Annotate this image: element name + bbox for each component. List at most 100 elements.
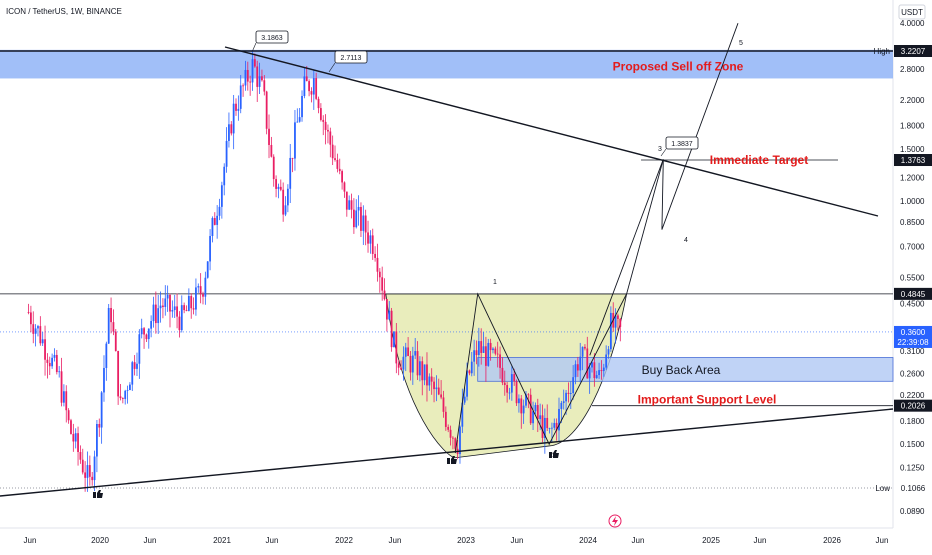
buy-back-zone: [477, 357, 894, 382]
current-badge: [894, 325, 932, 348]
candle-body: [178, 316, 181, 331]
sell-off-zone: [0, 49, 893, 79]
candle-body: [477, 341, 480, 356]
x-axis-ticks: Jun 2020 Jun 2021 Jun 2022 Jun 2023 Jun 2024 Jun 20…: [24, 536, 889, 545]
candle-body: [183, 305, 186, 311]
y-tick-label: 1.8000: [900, 122, 925, 131]
candle-body: [279, 186, 282, 190]
candle-body: [112, 322, 115, 332]
candle-body: [204, 277, 207, 297]
candle-body: [308, 81, 310, 92]
candle-body: [41, 339, 44, 344]
candle-body: [522, 405, 525, 414]
candle-body: [223, 166, 226, 186]
peak1-callout-box: [255, 30, 289, 44]
candle-body: [327, 129, 329, 132]
candle-body: [265, 91, 268, 129]
candle-body: [180, 305, 183, 331]
candle-body: [525, 394, 527, 406]
candle-body: [60, 371, 63, 403]
candle-body: [230, 124, 233, 134]
peak1-pointer: [251, 42, 257, 53]
candle-body: [98, 423, 101, 428]
candle-body: [503, 382, 506, 386]
candle-body: [298, 117, 301, 122]
candle-body: [284, 205, 287, 215]
candle-body: [553, 422, 556, 428]
candle-body: [546, 417, 549, 429]
candle-body: [600, 370, 603, 372]
candle-body: [296, 121, 299, 123]
candle-body: [378, 271, 381, 278]
candle-body: [246, 69, 249, 82]
candle-body: [213, 218, 216, 225]
candle-body: [310, 91, 313, 95]
candle-body: [119, 396, 122, 399]
neckline-badge-text: 0.4845: [901, 290, 926, 299]
candle-body: [218, 206, 221, 216]
candle-body: [289, 157, 292, 189]
price-axis[interactable]: [893, 0, 932, 550]
candle-body: [463, 396, 466, 403]
candle-body: [277, 186, 280, 189]
candle-body: [421, 361, 424, 381]
candle-body: [475, 350, 478, 356]
candle-body: [569, 393, 572, 394]
target-badge: [894, 154, 932, 167]
candle-body: [197, 286, 200, 288]
candle-body: [225, 140, 228, 167]
candle-body: [492, 348, 494, 351]
candle-body: [126, 390, 129, 391]
candle-body: [367, 232, 369, 244]
candle-body: [584, 346, 586, 349]
candle-body: [364, 215, 367, 233]
x-tick-label: Jun: [144, 536, 157, 545]
x-tick-label: Jun: [266, 536, 279, 545]
support-badge-text: 0.2026: [901, 402, 926, 411]
candle-body: [96, 423, 98, 457]
candle-body: [426, 364, 428, 386]
candle-body: [65, 391, 68, 411]
candle-body: [489, 342, 492, 351]
currency-button[interactable]: [898, 4, 926, 20]
candle-body: [32, 324, 35, 334]
y-tick-label: 4.0000: [900, 19, 925, 28]
candle-body: [485, 346, 487, 366]
candle-body: [244, 69, 247, 86]
candle-body: [329, 131, 332, 145]
x-tick-label: 2025: [702, 536, 720, 545]
zigzag-pattern: [454, 292, 628, 454]
candle-body: [121, 398, 124, 399]
candle-body: [548, 428, 551, 429]
candle-body: [393, 331, 395, 348]
candle-body: [574, 364, 577, 378]
candle-body: [67, 410, 70, 421]
candle-body: [402, 356, 405, 370]
lightning-icon[interactable]: [608, 514, 622, 528]
candle-body: [303, 76, 306, 97]
candle-body: [605, 354, 608, 368]
candle-body: [29, 312, 32, 325]
candle-body: [253, 59, 256, 67]
candle-body: [376, 257, 379, 272]
wave3-callout-text: 1.3837: [671, 141, 693, 148]
candle-body: [103, 367, 105, 393]
thumbs-up-icon: [549, 450, 559, 458]
candle-body: [473, 350, 476, 362]
candle-body: [423, 364, 426, 381]
y-tick-label: 0.1800: [900, 417, 925, 426]
candle-body: [572, 377, 575, 394]
candle-body: [430, 376, 433, 382]
candle-body: [534, 405, 537, 412]
candle-body: [46, 359, 49, 363]
candle-body: [482, 346, 485, 353]
candle-body: [437, 387, 440, 395]
candle-body: [468, 370, 471, 374]
x-tick-label: Jun: [24, 536, 37, 545]
candle-body: [381, 277, 384, 291]
candle-body: [70, 420, 72, 434]
candle-body: [185, 310, 188, 311]
candle-body: [209, 236, 211, 262]
